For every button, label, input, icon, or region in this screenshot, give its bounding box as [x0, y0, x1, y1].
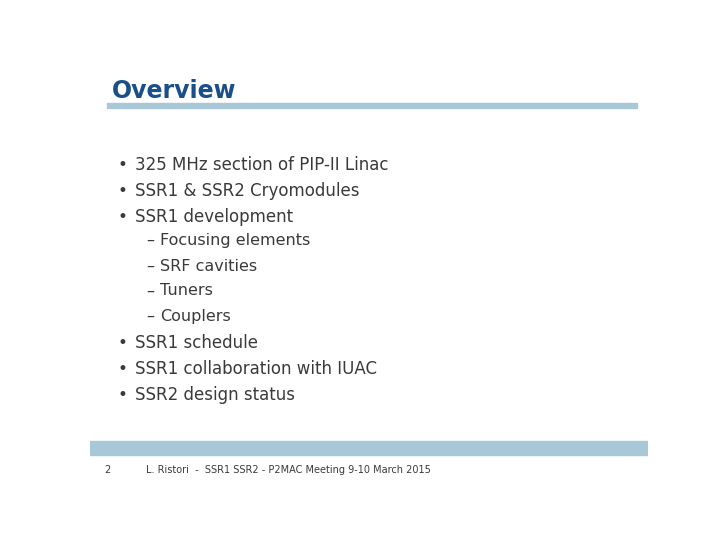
Text: SSR2 design status: SSR2 design status: [135, 386, 294, 404]
Text: Couplers: Couplers: [160, 309, 230, 324]
Text: SRF cavities: SRF cavities: [160, 259, 257, 274]
Text: ✱ Fermilab: ✱ Fermilab: [544, 441, 637, 456]
Text: Tuners: Tuners: [160, 284, 212, 299]
Text: –: –: [145, 233, 154, 248]
Text: •: •: [118, 182, 127, 200]
Text: •: •: [118, 386, 127, 404]
Text: •: •: [118, 334, 127, 352]
Text: •: •: [118, 361, 127, 379]
Text: 2: 2: [104, 465, 110, 475]
Text: •: •: [118, 156, 127, 174]
Text: Focusing elements: Focusing elements: [160, 233, 310, 248]
Text: 325 MHz section of PIP-II Linac: 325 MHz section of PIP-II Linac: [135, 156, 388, 174]
Text: –: –: [145, 284, 154, 299]
Bar: [107, 104, 637, 109]
Text: •: •: [118, 208, 127, 226]
Text: –: –: [145, 309, 154, 324]
Text: –: –: [145, 259, 154, 274]
Text: Overview: Overview: [112, 79, 237, 103]
Text: SSR1 schedule: SSR1 schedule: [135, 334, 258, 352]
Text: SSR1 collaboration with IUAC: SSR1 collaboration with IUAC: [135, 361, 377, 379]
Text: L. Ristori  -  SSR1 SSR2 - P2MAC Meeting 9-10 March 2015: L. Ristori - SSR1 SSR2 - P2MAC Meeting 9…: [145, 465, 431, 475]
Text: SSR1 development: SSR1 development: [135, 208, 293, 226]
Bar: [90, 441, 648, 455]
Text: SSR1 & SSR2 Cryomodules: SSR1 & SSR2 Cryomodules: [135, 182, 359, 200]
